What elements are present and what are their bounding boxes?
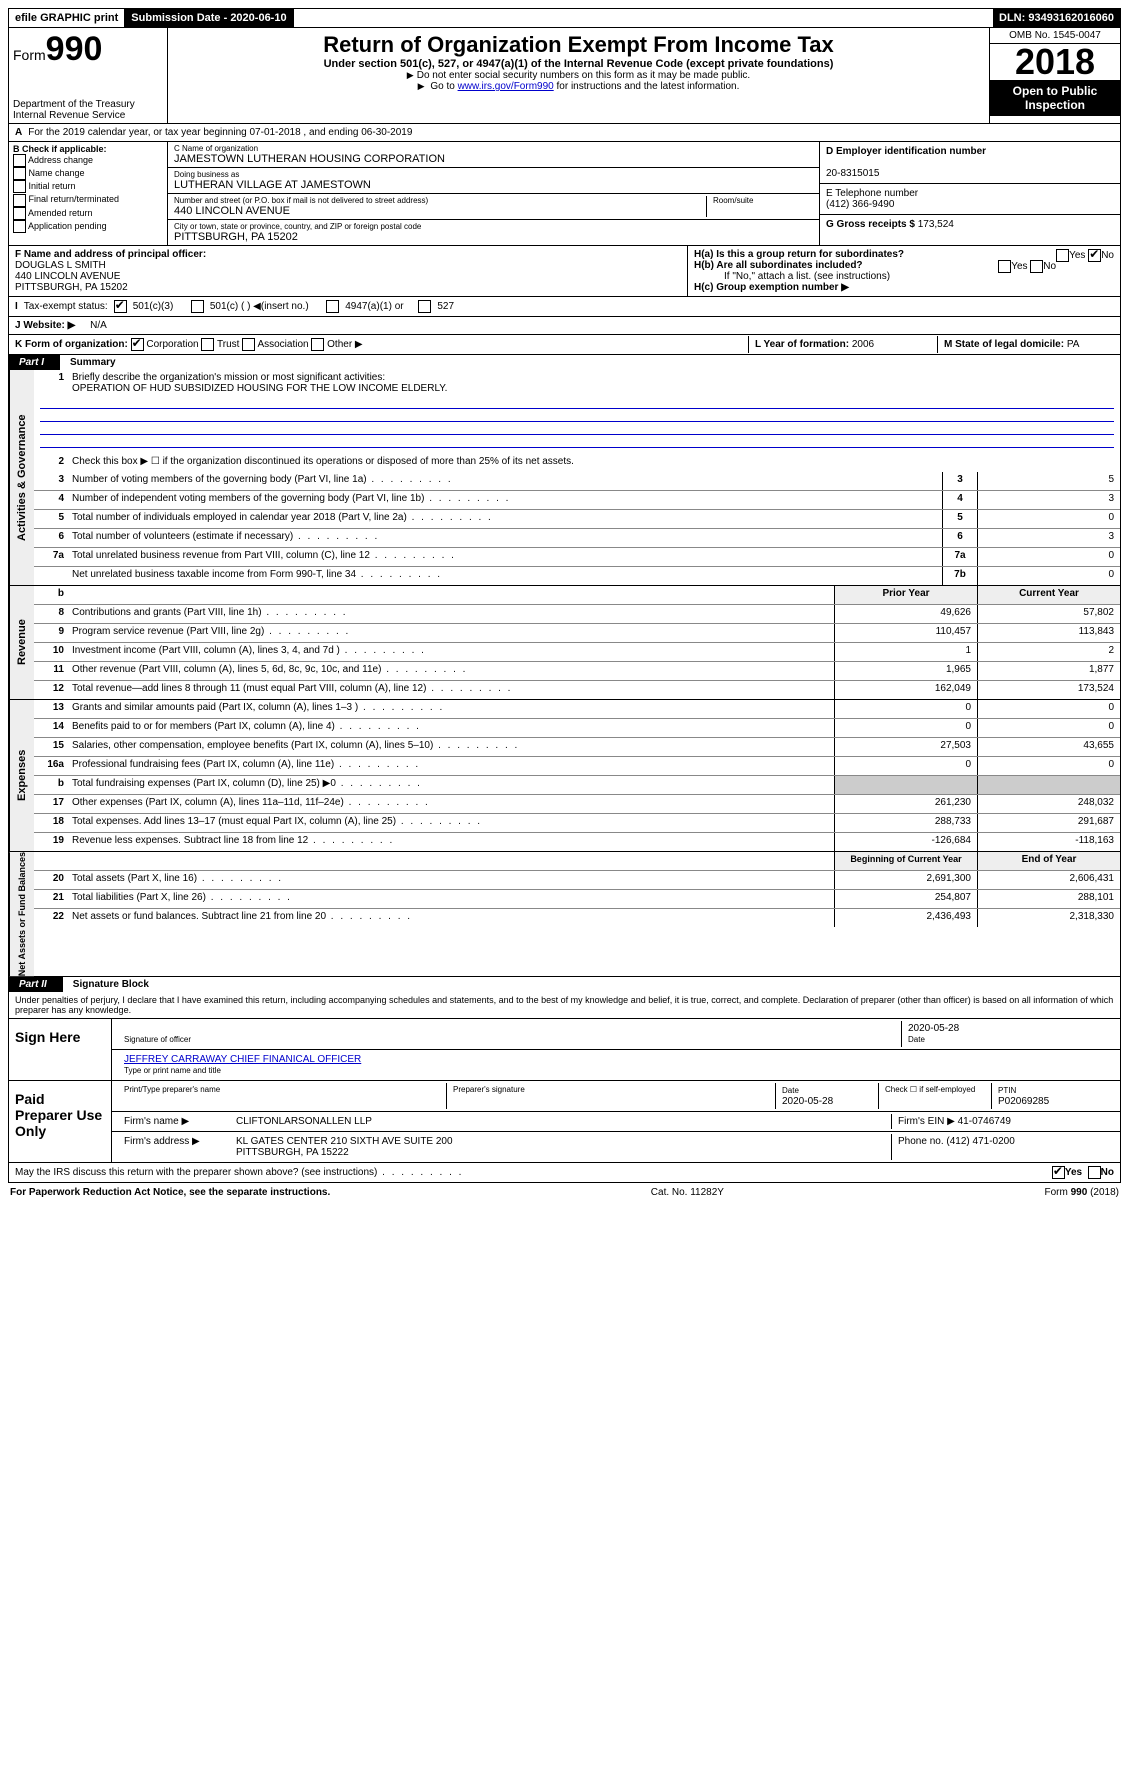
summary-row: 14Benefits paid to or for members (Part … [34,719,1120,738]
dept-treasury: Department of the Treasury [13,99,163,110]
summary-row: 9Program service revenue (Part VIII, lin… [34,624,1120,643]
summary-row: 7aTotal unrelated business revenue from … [34,548,1120,567]
instructions-link[interactable]: www.irs.gov/Form990 [458,81,554,92]
tax-exempt-status: I Tax-exempt status: 501(c)(3) 501(c) ( … [8,297,1121,317]
street-address: 440 LINCOLN AVENUE [174,205,706,217]
sign-date: 2020-05-28 [908,1023,959,1034]
summary-row: 21Total liabilities (Part X, line 26)254… [34,890,1120,909]
org-name: JAMESTOWN LUTHERAN HOUSING CORPORATION [174,153,813,165]
summary-row: 12Total revenue—add lines 8 through 11 (… [34,681,1120,699]
group-return-no [1088,249,1101,262]
officer-signature-name[interactable]: JEFFREY CARRAWAY CHIEF FINANICAL OFFICER [124,1054,361,1065]
part-1-header: Part I Summary [8,355,1121,370]
summary-row: 5Total number of individuals employed in… [34,510,1120,529]
officer-name: DOUGLAS L SMITH [15,260,106,271]
discuss-line: May the IRS discuss this return with the… [8,1163,1121,1183]
mission-text: OPERATION OF HUD SUBSIDIZED HOUSING FOR … [72,383,447,394]
summary-row: 13Grants and similar amounts paid (Part … [34,700,1120,719]
dln: DLN: 93493162016060 [993,9,1120,27]
paid-preparer-block: Paid Preparer Use Only Print/Type prepar… [8,1081,1121,1163]
firm-address: KL GATES CENTER 210 SIXTH AVE SUITE 200 … [230,1134,891,1160]
summary-row: 11Other revenue (Part VIII, column (A), … [34,662,1120,681]
summary-row: 16aProfessional fundraising fees (Part I… [34,757,1120,776]
website-line: J Website: ▶ N/A [8,317,1121,335]
open-to-public: Open to Public Inspection [990,80,1120,116]
form-header: Form990 Department of the Treasury Inter… [8,28,1121,124]
summary-row: 22Net assets or fund balances. Subtract … [34,909,1120,927]
form-title: Return of Organization Exempt From Incom… [172,32,985,58]
discuss-yes [1052,1166,1065,1179]
city-state-zip: PITTSBURGH, PA 15202 [174,231,813,243]
col-prior-year: Prior Year [834,586,977,604]
summary-row: 15Salaries, other compensation, employee… [34,738,1120,757]
signature-block: Sign Here Signature of officer 2020-05-2… [8,1019,1121,1081]
vtab-expenses: Expenses [9,700,34,851]
page-footer: For Paperwork Reduction Act Notice, see … [8,1183,1121,1202]
tax-year: 2018 [990,44,1120,80]
form-subtitle: Under section 501(c), 527, or 4947(a)(1)… [172,58,985,70]
ein: 20-8315015 [826,168,879,179]
summary-row: 8Contributions and grants (Part VIII, li… [34,605,1120,624]
dba-name: LUTHERAN VILLAGE AT JAMESTOWN [174,179,813,191]
corp-checked [131,338,144,351]
summary-row: 20Total assets (Part X, line 16)2,691,30… [34,871,1120,890]
form-label: Form [13,47,46,63]
gross-receipts: 173,524 [918,219,954,230]
line-a: A For the 2019 calendar year, or tax yea… [8,124,1121,142]
firm-name: CLIFTONLARSONALLEN LLP [230,1114,891,1129]
501c3-checked [114,300,127,313]
ptin: P02069285 [998,1096,1049,1107]
summary-row: 4Number of independent voting members of… [34,491,1120,510]
summary-row: bTotal fundraising expenses (Part IX, co… [34,776,1120,795]
vtab-revenue: Revenue [9,586,34,699]
firm-ein: 41-0746749 [958,1116,1011,1127]
ssn-note: Do not enter social security numbers on … [172,70,985,81]
year-formation: 2006 [852,339,874,350]
summary-row: 10Investment income (Part VIII, column (… [34,643,1120,662]
submission-date: Submission Date - 2020-06-10 [125,9,293,27]
col-current-year: Current Year [977,586,1120,604]
summary-row: 3Number of voting members of the governi… [34,472,1120,491]
vtab-governance: Activities & Governance [9,370,34,585]
vtab-netassets: Net Assets or Fund Balances [9,852,34,976]
dept-irs: Internal Revenue Service [13,110,163,121]
form-number: 990 [46,30,103,68]
firm-phone: (412) 471-0200 [946,1136,1014,1147]
summary-row: 6Total number of volunteers (estimate if… [34,529,1120,548]
summary-row: 18Total expenses. Add lines 13–17 (must … [34,814,1120,833]
efile-topbar: efile GRAPHIC print Submission Date - 20… [8,8,1121,28]
telephone: (412) 366-9490 [826,199,894,210]
box-b: B Check if applicable: Address change Na… [9,142,168,245]
perjury-statement: Under penalties of perjury, I declare th… [8,992,1121,1019]
part-2-header: Part II Signature Block [8,977,1121,992]
efile-label: efile GRAPHIC print [9,9,125,27]
state-domicile: PA [1067,339,1080,350]
summary-row: 17Other expenses (Part IX, column (A), l… [34,795,1120,814]
summary-row: Net unrelated business taxable income fr… [34,567,1120,585]
entity-block: B Check if applicable: Address change Na… [8,142,1121,246]
summary-row: 19Revenue less expenses. Subtract line 1… [34,833,1120,851]
